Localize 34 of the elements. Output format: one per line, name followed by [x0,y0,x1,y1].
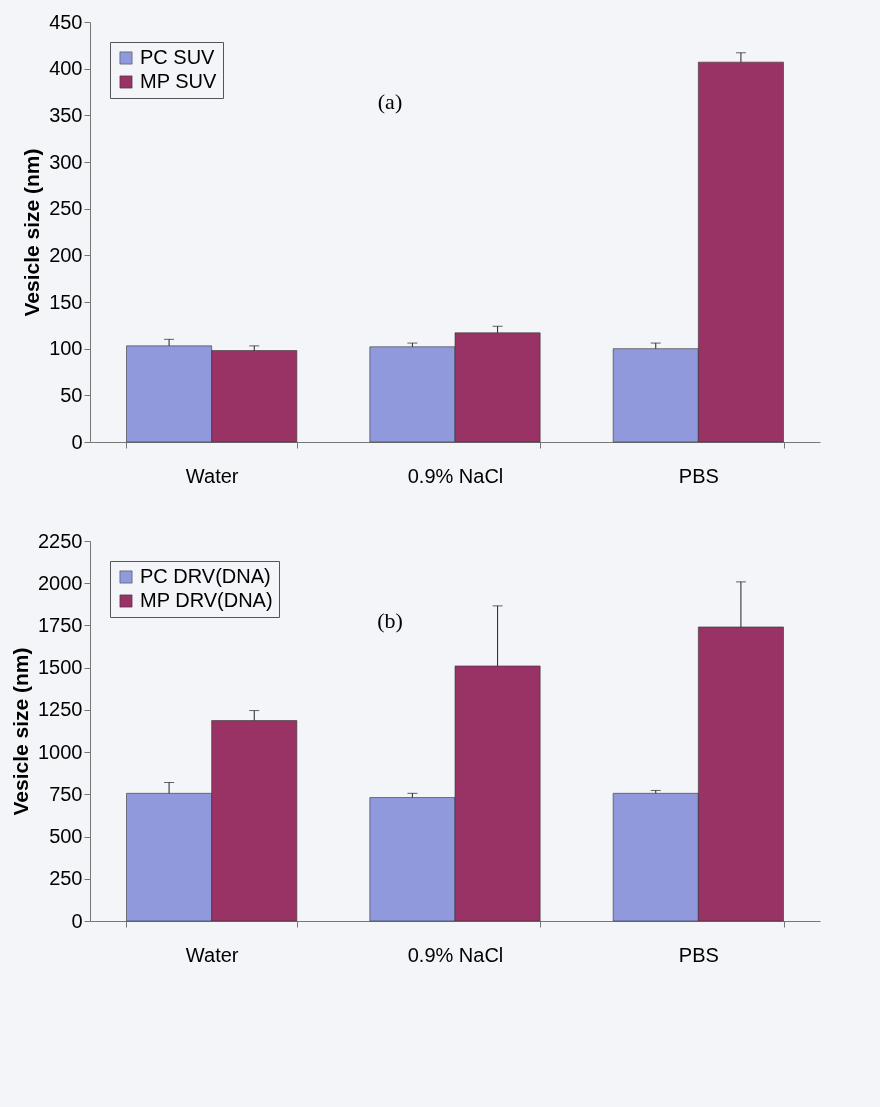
x-tick-label: PBS [678,943,719,966]
legend-label: MP SUV [140,70,217,92]
y-tick-label: 350 [49,103,83,126]
legend-label: MP DRV(DNA) [140,589,273,611]
x-tick-label: 0.9% NaCl [407,943,504,966]
y-tick-label: 250 [49,197,83,220]
y-tick-label: 2250 [38,529,83,552]
y-tick-label: 0 [71,909,83,932]
annotation: (b) [377,608,403,633]
y-tick-label: 450 [49,10,83,33]
y-tick-label: 150 [49,290,83,313]
y-tick-label: 400 [49,57,83,80]
legend-label: PC DRV(DNA) [140,565,271,587]
y-axis-title: Vesicle size (nm) [9,647,33,816]
annotation: (a) [377,89,403,114]
x-tick-label: 0.9% NaCl [407,464,504,487]
y-tick-label: 1000 [38,740,83,763]
legend-label: PC SUV [140,46,216,68]
x-tick-label: Water [185,464,239,487]
x-tick-label: Water [185,943,239,966]
y-tick-label: 1500 [38,656,83,679]
y-tick-label: 750 [49,782,83,805]
x-tick-label: PBS [678,464,719,487]
y-axis-title: Vesicle size (nm) [20,148,44,317]
y-tick-label: 2000 [38,571,83,594]
y-tick-label: 100 [49,337,83,360]
y-tick-label: 0 [71,430,83,453]
y-tick-label: 50 [60,383,83,406]
y-tick-label: 200 [49,243,83,266]
y-tick-label: 1750 [38,613,83,636]
y-tick-label: 300 [49,150,83,173]
y-tick-label: 1250 [38,698,83,721]
y-tick-label: 500 [49,825,83,848]
y-tick-label: 250 [49,867,83,890]
